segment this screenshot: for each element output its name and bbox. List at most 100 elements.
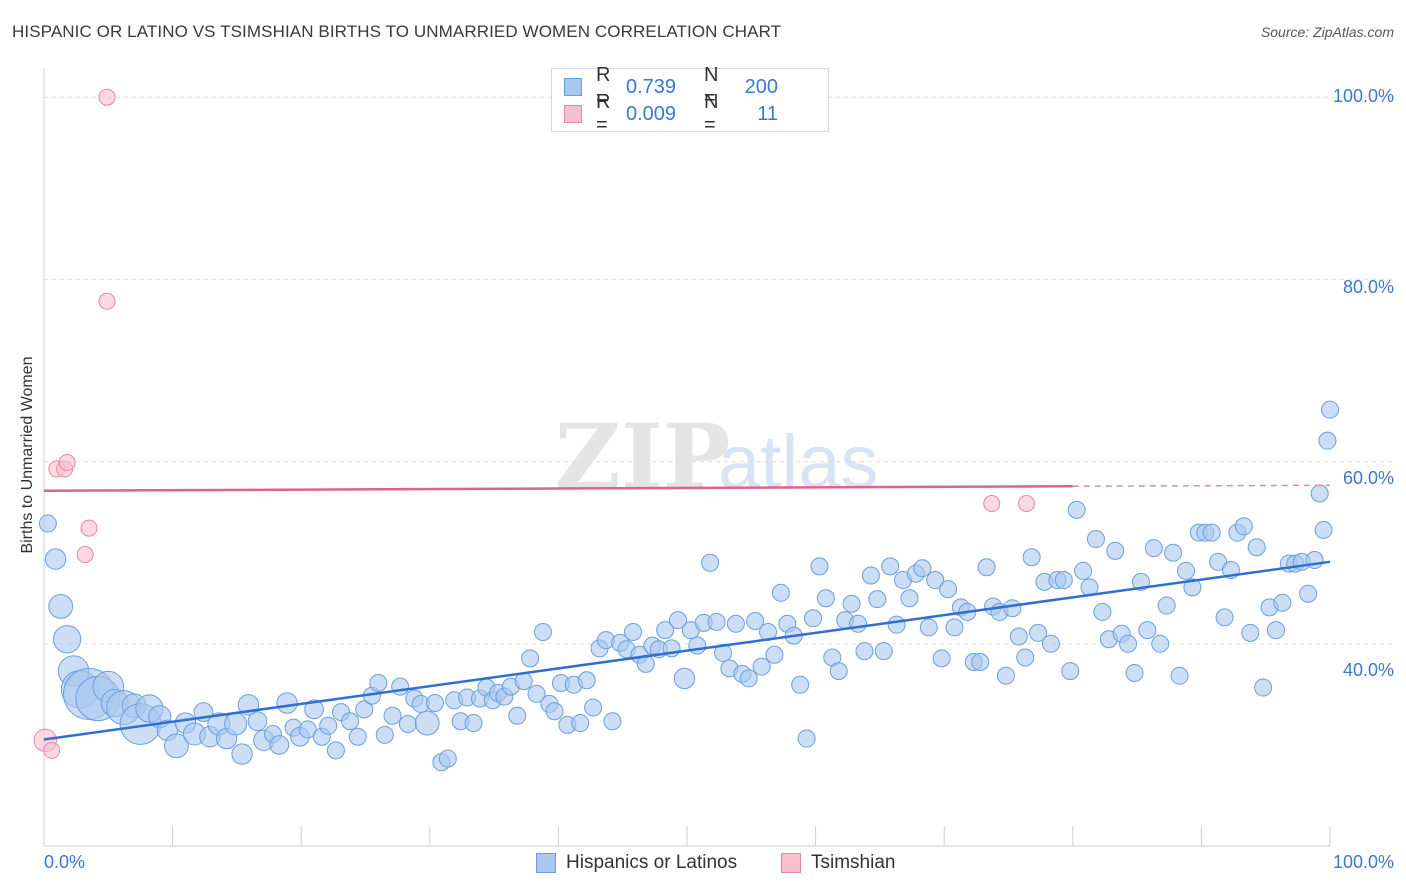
data-point-hispanic [298,720,317,739]
data-point-hispanic [533,622,552,641]
data-point-hispanic [1183,578,1202,597]
data-point-hispanic [521,649,540,668]
data-point-hispanic [932,649,951,668]
n-label: N = [704,64,719,109]
tsimshian-swatch [564,105,582,123]
data-point-hispanic [1164,543,1183,562]
stats-row-tsimshian: R = 0.009 N = 11 [564,91,778,136]
data-point-tsimshian [98,88,116,106]
data-point-hispanic [804,609,823,628]
data-point-hispanic [164,733,189,759]
data-point-hispanic [1273,593,1292,612]
data-point-hispanic [571,714,590,733]
y-tick-label: 40.0% [1342,660,1394,680]
data-point-hispanic [53,625,82,654]
data-point-hispanic [1170,666,1189,685]
data-point-hispanic [726,614,745,633]
data-point-hispanic [1009,627,1028,646]
data-point-hispanic [977,558,996,577]
n-value: 11 [757,102,778,125]
legend-item-hispanic[interactable]: Hispanics or Latinos [536,852,737,874]
data-point-hispanic [1067,500,1086,519]
source-credit: Source: ZipAtlas.com [1260,24,1394,40]
data-point-hispanic [1138,621,1157,640]
data-point-hispanic [425,694,444,713]
data-point-hispanic [1061,662,1080,681]
data-point-hispanic [900,589,919,608]
data-point-hispanic [1209,552,1228,571]
data-point-hispanic [1125,663,1144,682]
data-point-hispanic [438,749,457,768]
data-point-hispanic [527,684,546,703]
data-point-hispanic [1321,400,1339,419]
data-point-hispanic [971,653,990,672]
data-point-hispanic [791,675,810,694]
data-point-tsimshian [98,292,116,310]
data-point-hispanic [1086,530,1105,549]
data-point-hispanic [369,673,388,692]
data-point-hispanic [868,590,887,609]
data-point-hispanic [1029,623,1048,642]
data-point-hispanic [913,559,932,578]
data-point-hispanic [797,729,816,748]
data-point-hispanic [1299,584,1318,603]
data-point-hispanic [1318,431,1337,450]
data-point-hispanic [319,716,338,735]
data-point-hispanic [887,615,906,634]
x-tick-label: 0.0% [44,852,86,872]
legend-label: Hispanics or Latinos [566,852,738,873]
data-point-hispanic [816,589,835,608]
data-point-hispanic [1041,634,1060,653]
data-point-hispanic [874,642,893,661]
data-point-hispanic [38,514,57,533]
data-point-hispanic [945,618,964,637]
data-point-hispanic [464,714,483,733]
trendline-hispanic [43,560,1331,741]
data-point-hispanic [623,622,642,641]
data-point-hispanic [48,594,74,619]
data-point-hispanic [348,727,367,746]
data-point-hispanic [1215,608,1234,627]
data-point-hispanic [926,571,945,590]
data-point-hispanic [1241,623,1260,642]
data-point-hispanic [673,667,696,690]
data-point-hispanic [668,611,687,630]
data-point-hispanic [861,566,880,585]
chart-legend: Hispanics or Latinos Tsimshian [0,852,1406,876]
legend-item-tsimshian[interactable]: Tsimshian [781,852,895,874]
data-point-hispanic [341,712,360,731]
n-value: 200 [744,75,778,98]
data-point-hispanic [919,618,938,637]
watermark-atlas: atlas [718,420,879,505]
data-point-hispanic [1144,539,1163,558]
data-point-hispanic [1054,571,1073,590]
chart-title: HISPANIC OR LATINO VS TSIMSHIAN BIRTHS T… [12,22,782,41]
legend-swatch [781,853,801,873]
data-point-hispanic [545,702,564,721]
data-point-hispanic [855,642,874,661]
data-point-hispanic [881,557,900,576]
y-tick-label: 100.0% [1332,86,1394,106]
r-label: R = [596,64,611,109]
data-point-hispanic [508,706,527,725]
data-point-hispanic [383,706,402,725]
data-point-hispanic [1176,561,1195,580]
data-point-hispanic [584,698,603,717]
data-point-hispanic [1310,484,1329,503]
data-point-hispanic [1202,523,1221,542]
legend-label: Tsimshian [811,852,896,873]
data-point-hispanic [1016,648,1035,667]
data-point-tsimshian [76,546,94,564]
r-label: R = [596,91,611,136]
watermark-zip: ZIP [555,404,730,510]
y-tick-label: 80.0% [1342,277,1394,297]
y-tick-label: 60.0% [1342,468,1394,488]
data-point-hispanic [765,645,784,664]
data-point-hispanic [656,621,675,640]
data-point-hispanic [771,583,790,602]
data-point-hispanic [1106,541,1125,560]
data-point-hispanic [1157,596,1176,615]
data-point-hispanic [707,612,726,631]
data-point-hispanic [996,666,1015,685]
